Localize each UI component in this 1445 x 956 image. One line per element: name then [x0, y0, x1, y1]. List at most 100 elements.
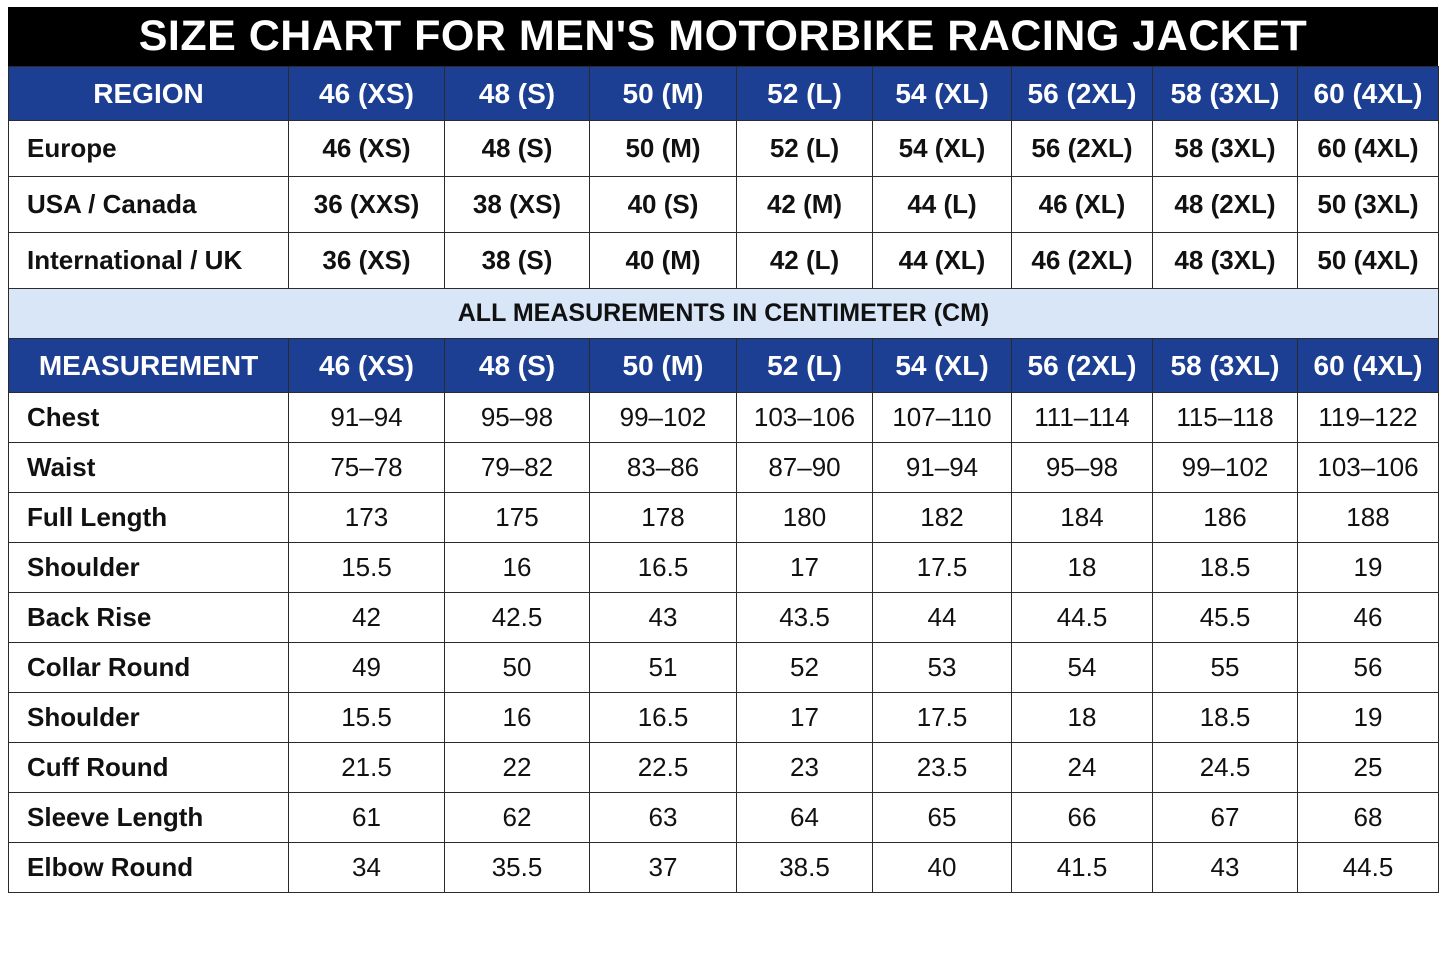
table-cell: 43: [589, 592, 737, 643]
table-cell: 65: [872, 792, 1012, 843]
table-cell: 38 (S): [444, 232, 590, 289]
table-cell: 18: [1011, 542, 1153, 593]
table-cell: 25: [1297, 742, 1439, 793]
table-cell: 44 (L): [872, 176, 1012, 233]
table-cell: 44.5: [1297, 842, 1439, 893]
table-cell: 173: [288, 492, 445, 543]
size-header-cell: 50 (M): [589, 66, 737, 121]
table-cell: 188: [1297, 492, 1439, 543]
size-header-cell: 46 (XS): [288, 338, 445, 393]
table-cell: 111–114: [1011, 392, 1153, 443]
table-cell: 52 (L): [736, 120, 873, 177]
table-cell: 44.5: [1011, 592, 1153, 643]
table-cell: 18.5: [1152, 542, 1298, 593]
table-cell: 24: [1011, 742, 1153, 793]
table-cell: 43: [1152, 842, 1298, 893]
row-label: Full Length: [8, 492, 289, 543]
table-cell: 182: [872, 492, 1012, 543]
header-label-cell: REGION: [8, 66, 289, 121]
table-row-collar-round: Collar Round 49 50 51 52 53 54 55 56: [8, 642, 1439, 693]
table-cell: 53: [872, 642, 1012, 693]
table-cell: 95–98: [1011, 442, 1153, 493]
size-header-cell: 52 (L): [736, 66, 873, 121]
table-row-elbow-round: Elbow Round 34 35.5 37 38.5 40 41.5 43 44.5: [8, 842, 1439, 893]
table-row-sleeve-length: Sleeve Length 61 62 63 64 65 66 67 68: [8, 792, 1439, 843]
table-cell: 46 (2XL): [1011, 232, 1153, 289]
table-cell: 180: [736, 492, 873, 543]
table-cell: 54: [1011, 642, 1153, 693]
table-cell: 41.5: [1011, 842, 1153, 893]
table-cell: 50 (M): [589, 120, 737, 177]
table-cell: 37: [589, 842, 737, 893]
table-cell: 16: [444, 692, 590, 743]
table-cell: 64: [736, 792, 873, 843]
row-label: Cuff Round: [8, 742, 289, 793]
table-cell: 62: [444, 792, 590, 843]
size-header-cell: 56 (2XL): [1011, 66, 1153, 121]
size-header-cell: 60 (4XL): [1297, 338, 1439, 393]
table-cell: 50: [444, 642, 590, 693]
table-cell: 44: [872, 592, 1012, 643]
measurement-unit-note: ALL MEASUREMENTS IN CENTIMETER (CM): [8, 288, 1439, 339]
table-cell: 19: [1297, 692, 1439, 743]
table-cell: 48 (S): [444, 120, 590, 177]
table-cell: 46 (XS): [288, 120, 445, 177]
table-cell: 52: [736, 642, 873, 693]
table-row-shoulder: Shoulder 15.5 16 16.5 17 17.5 18 18.5 19: [8, 692, 1439, 743]
table-cell: 34: [288, 842, 445, 893]
table-cell: 119–122: [1297, 392, 1439, 443]
table-cell: 49: [288, 642, 445, 693]
size-header-cell: 58 (3XL): [1152, 338, 1298, 393]
table-cell: 95–98: [444, 392, 590, 443]
table-cell: 115–118: [1152, 392, 1298, 443]
size-header-cell: 58 (3XL): [1152, 66, 1298, 121]
table-row-waist: Waist 75–78 79–82 83–86 87–90 91–94 95–98 99–10…: [8, 442, 1439, 493]
table-row-back-rise: Back Rise 42 42.5 43 43.5 44 44.5 45.5 46: [8, 592, 1439, 643]
table-row-chest: Chest 91–94 95–98 99–102 103–106 107–110 111–1…: [8, 392, 1439, 443]
table-cell: 103–106: [1297, 442, 1439, 493]
table-cell: 23: [736, 742, 873, 793]
table-row-europe: Europe 46 (XS) 48 (S) 50 (M) 52 (L) 54 (XL) 56…: [8, 120, 1439, 177]
table-cell: 38.5: [736, 842, 873, 893]
row-label: Collar Round: [8, 642, 289, 693]
size-chart: SIZE CHART FOR MEN'S MOTORBIKE RACING JA…: [8, 7, 1439, 893]
table-cell: 46: [1297, 592, 1439, 643]
region-header-row: REGION 46 (XS) 48 (S) 50 (M) 52 (L) 54 (XL) 56…: [8, 66, 1439, 121]
chart-title: SIZE CHART FOR MEN'S MOTORBIKE RACING JA…: [8, 7, 1438, 66]
table-cell: 22: [444, 742, 590, 793]
table-cell: 44 (XL): [872, 232, 1012, 289]
size-table: REGION 46 (XS) 48 (S) 50 (M) 52 (L) 54 (XL) 56…: [8, 66, 1439, 893]
table-cell: 16.5: [589, 692, 737, 743]
table-cell: 75–78: [288, 442, 445, 493]
row-label: Waist: [8, 442, 289, 493]
table-cell: 40 (M): [589, 232, 737, 289]
table-cell: 42: [288, 592, 445, 643]
table-cell: 38 (XS): [444, 176, 590, 233]
size-header-cell: 50 (M): [589, 338, 737, 393]
table-cell: 87–90: [736, 442, 873, 493]
row-label: Elbow Round: [8, 842, 289, 893]
table-cell: 58 (3XL): [1152, 120, 1298, 177]
table-cell: 63: [589, 792, 737, 843]
table-cell: 36 (XS): [288, 232, 445, 289]
table-cell: 24.5: [1152, 742, 1298, 793]
table-cell: 36 (XXS): [288, 176, 445, 233]
table-row-shoulder: Shoulder 15.5 16 16.5 17 17.5 18 18.5 19: [8, 542, 1439, 593]
table-cell: 42 (L): [736, 232, 873, 289]
table-cell: 178: [589, 492, 737, 543]
table-cell: 15.5: [288, 542, 445, 593]
size-header-cell: 60 (4XL): [1297, 66, 1439, 121]
table-cell: 54 (XL): [872, 120, 1012, 177]
table-cell: 67: [1152, 792, 1298, 843]
table-cell: 19: [1297, 542, 1439, 593]
measurement-note-row: ALL MEASUREMENTS IN CENTIMETER (CM): [8, 288, 1439, 339]
size-header-cell: 48 (S): [444, 338, 590, 393]
table-row-international-uk: International / UK 36 (XS) 38 (S) 40 (M) 42 …: [8, 232, 1439, 289]
table-cell: 186: [1152, 492, 1298, 543]
table-cell: 40: [872, 842, 1012, 893]
table-cell: 17: [736, 542, 873, 593]
table-cell: 43.5: [736, 592, 873, 643]
table-cell: 91–94: [288, 392, 445, 443]
table-cell: 18.5: [1152, 692, 1298, 743]
row-label: Shoulder: [8, 692, 289, 743]
